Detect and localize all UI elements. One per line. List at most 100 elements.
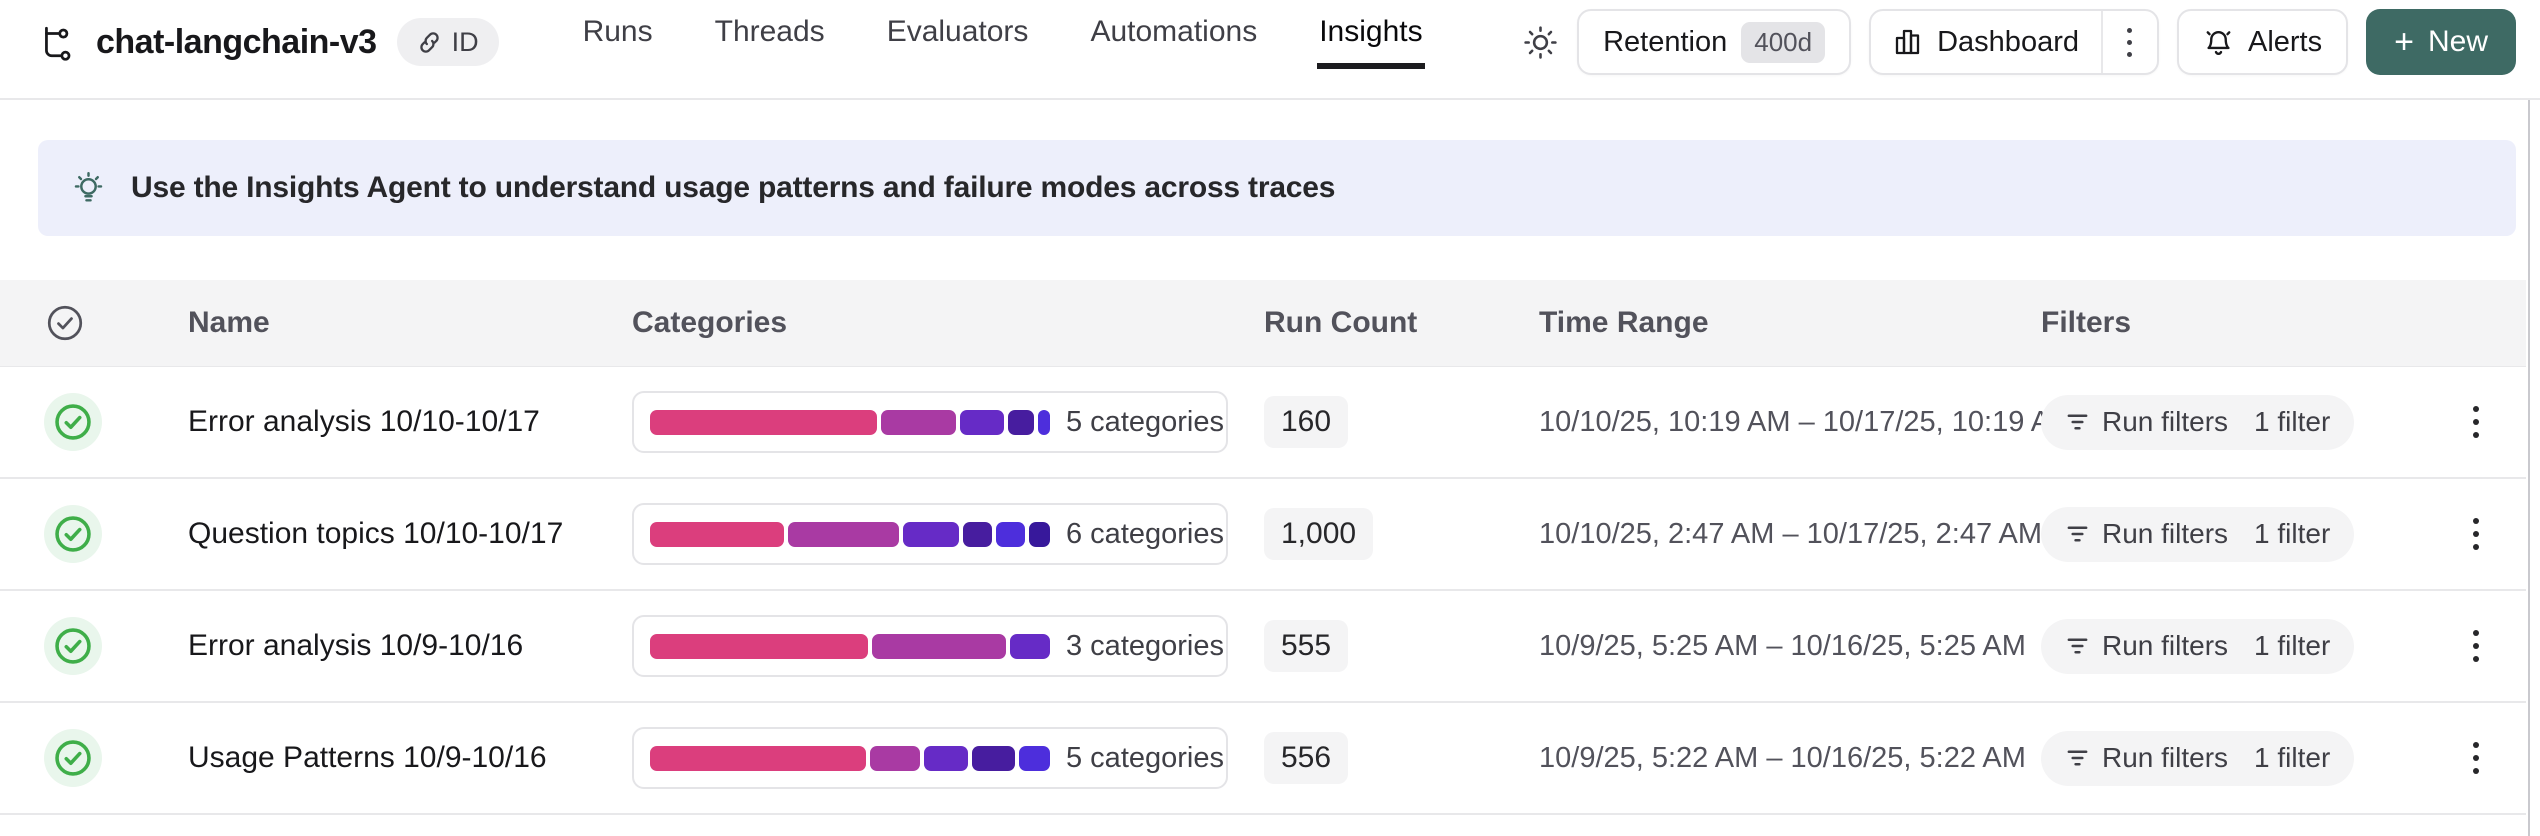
category-bar [650, 521, 1050, 547]
dashboard-button[interactable]: Dashboard [1871, 11, 2101, 73]
project-tree-icon [38, 23, 76, 61]
dashboard-label: Dashboard [1937, 25, 2079, 58]
filter-lines-icon [2065, 635, 2090, 657]
categories-distribution[interactable]: 3 categories [632, 615, 1228, 677]
categories-count-label: 6 categories [1066, 517, 1224, 550]
insights-agent-banner: Use the Insights Agent to understand usa… [38, 140, 2516, 236]
retention-button[interactable]: Retention 400d [1577, 9, 1852, 75]
table-row[interactable]: Question topics 10/10-10/17 6 categories… [0, 479, 2526, 591]
bar-chart-icon [1893, 27, 1923, 57]
run-count-badge: 1,000 [1264, 508, 1374, 560]
row-menu-button[interactable] [2465, 622, 2487, 670]
plus-icon: + [2394, 23, 2414, 61]
select-all-circle-check-icon[interactable] [44, 302, 86, 344]
banner-text: Use the Insights Agent to understand usa… [131, 171, 1336, 204]
filter-lines-icon [2065, 747, 2090, 769]
id-badge-label: ID [451, 26, 479, 57]
category-segment [1010, 633, 1050, 659]
nav-tab-label: Runs [582, 15, 653, 48]
nav-tab-label: Automations [1090, 15, 1258, 48]
table-row[interactable]: Error analysis 10/9-10/16 3 categories 5… [0, 591, 2526, 703]
category-segment [995, 521, 1026, 547]
category-segment [1018, 745, 1051, 771]
new-button-label: New [2427, 25, 2488, 58]
categories-count-label: 5 categories [1066, 741, 1224, 774]
link-icon [417, 30, 442, 55]
insight-report-name[interactable]: Error analysis 10/10-10/17 [188, 405, 540, 438]
nav-tabs: Runs Threads Evaluators Automations Insi… [581, 15, 1425, 69]
insight-report-name[interactable]: Question topics 10/10-10/17 [188, 517, 564, 550]
time-range-text: 10/10/25, 10:19 AM – 10/17/25, 10:19 AM [1539, 405, 2075, 438]
row-menu-button[interactable] [2465, 398, 2487, 446]
kebab-icon [2127, 27, 2133, 57]
column-header-run-count[interactable]: Run Count [1264, 306, 1418, 339]
category-bar [650, 745, 1051, 771]
column-header-filters[interactable]: Filters [2041, 306, 2132, 339]
lightbulb-icon [70, 170, 107, 207]
table-row[interactable]: Error analysis 10/10-10/17 5 categories … [0, 367, 2526, 479]
category-segment [1029, 521, 1050, 547]
dashboard-more-button[interactable] [2100, 11, 2157, 73]
alerts-button[interactable]: Alerts [2176, 9, 2349, 75]
category-bar [650, 409, 1050, 435]
category-segment [650, 745, 866, 771]
nav-tab-label: Insights [1319, 15, 1423, 48]
run-filters-badge[interactable]: Run filters 1 filter [2041, 394, 2355, 450]
time-range-text: 10/9/25, 5:25 AM – 10/16/25, 5:25 AM [1539, 629, 2026, 662]
kebab-icon [2473, 406, 2479, 438]
time-range-text: 10/10/25, 2:47 AM – 10/17/25, 2:47 AM [1539, 517, 2043, 550]
row-menu-button[interactable] [2465, 734, 2487, 782]
column-header-time-range[interactable]: Time Range [1539, 306, 1709, 339]
run-count-badge: 160 [1264, 396, 1349, 448]
status-complete-circle-check-icon [44, 729, 102, 787]
category-segment [650, 633, 868, 659]
tab-runs[interactable]: Runs [581, 15, 655, 69]
tab-evaluators[interactable]: Evaluators [885, 15, 1031, 69]
category-segment [1008, 409, 1035, 435]
run-filters-label: Run filters [2102, 518, 2229, 549]
settings-button[interactable] [1522, 24, 1559, 61]
run-filters-badge[interactable]: Run filters 1 filter [2041, 730, 2355, 786]
category-segment [1038, 409, 1050, 435]
vertical-scrollbar[interactable] [2528, 100, 2540, 836]
category-segment [869, 745, 921, 771]
category-segment [971, 745, 1015, 771]
run-filters-badge[interactable]: Run filters 1 filter [2041, 618, 2355, 674]
categories-distribution[interactable]: 5 categories [632, 727, 1228, 789]
tab-threads[interactable]: Threads [713, 15, 827, 69]
retention-value-badge: 400d [1741, 21, 1826, 63]
bell-icon [2203, 27, 2234, 58]
time-range-text: 10/9/25, 5:22 AM – 10/16/25, 5:22 AM [1539, 741, 2026, 774]
insight-report-name[interactable]: Usage Patterns 10/9-10/16 [188, 741, 547, 774]
nav-tab-label: Threads [714, 15, 825, 48]
run-filters-label: Run filters [2102, 406, 2229, 437]
tab-automations[interactable]: Automations [1088, 15, 1259, 69]
filter-lines-icon [2065, 411, 2090, 433]
dashboard-split-button: Dashboard [1869, 9, 2159, 75]
run-filters-label: Run filters [2102, 630, 2229, 661]
page-title: chat-langchain-v3 [96, 22, 377, 61]
table-row[interactable]: Usage Patterns 10/9-10/16 5 categories 5… [0, 703, 2526, 815]
insights-table: Name Categories Run Count Time Range Fil… [0, 280, 2526, 815]
kebab-icon [2473, 630, 2479, 662]
new-button[interactable]: + New [2366, 9, 2516, 75]
column-header-name[interactable]: Name [188, 306, 270, 339]
run-filters-badge[interactable]: Run filters 1 filter [2041, 506, 2355, 562]
categories-distribution[interactable]: 5 categories [632, 391, 1228, 453]
top-header: chat-langchain-v3 ID Runs Threads Evalua… [0, 0, 2540, 100]
insight-report-name[interactable]: Error analysis 10/9-10/16 [188, 629, 524, 662]
status-complete-circle-check-icon [44, 617, 102, 675]
category-segment [962, 521, 992, 547]
row-menu-button[interactable] [2465, 510, 2487, 558]
filter-count-label: 1 filter [2254, 742, 2331, 773]
categories-count-label: 5 categories [1066, 405, 1224, 438]
gear-icon [1522, 24, 1559, 61]
status-complete-circle-check-icon [44, 393, 102, 451]
categories-distribution[interactable]: 6 categories [632, 503, 1228, 565]
category-segment [650, 409, 877, 435]
category-segment [871, 633, 1007, 659]
column-header-categories[interactable]: Categories [632, 306, 788, 339]
copy-id-button[interactable]: ID [396, 18, 499, 66]
categories-count-label: 3 categories [1066, 629, 1224, 662]
tab-insights[interactable]: Insights [1317, 15, 1425, 69]
